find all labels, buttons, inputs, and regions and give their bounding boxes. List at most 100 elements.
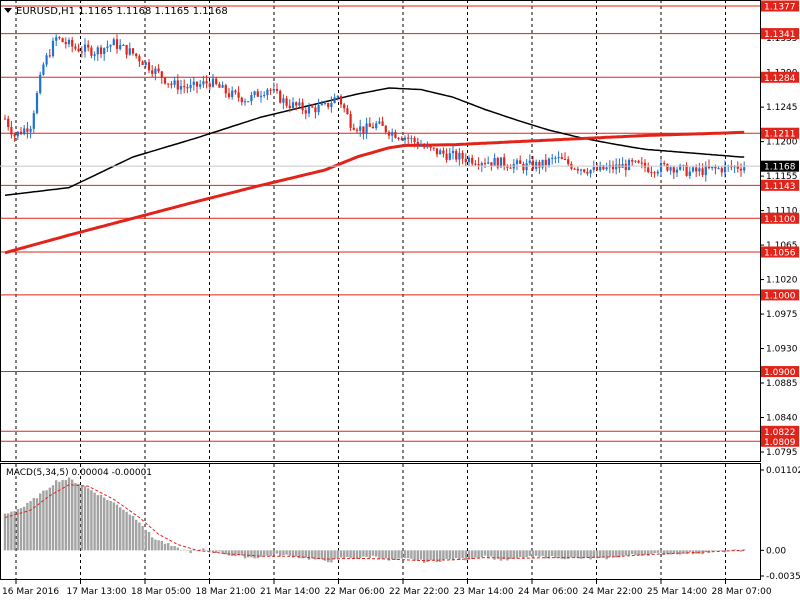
macd-bar <box>269 550 272 557</box>
candle-body <box>26 128 29 132</box>
price-tick-label: 1.0930 <box>766 345 798 355</box>
candle-body <box>480 163 483 166</box>
candle-body <box>733 166 736 168</box>
price-tick-label: 1.1155 <box>766 172 798 182</box>
candle-body <box>544 159 547 166</box>
candle-body <box>551 157 554 159</box>
macd-bar <box>83 486 87 551</box>
macd-bar <box>349 550 352 559</box>
candle-body <box>256 91 259 97</box>
candle-body <box>378 121 381 124</box>
macd-bar <box>234 550 237 557</box>
candle-body <box>106 46 109 49</box>
level-price-tags: 1.1377 1.1341 1.1284 1.1211 1.1143 1.1100 1.10… <box>761 0 799 448</box>
level-tag-bg <box>761 0 799 12</box>
candle-body <box>698 168 701 172</box>
macd-bar <box>423 550 426 563</box>
candle-body <box>458 152 461 160</box>
macd-tick-label: -0.00352 <box>766 572 800 582</box>
macd-bar <box>471 550 474 560</box>
macd-bar <box>109 501 112 551</box>
macd-bar <box>247 550 250 558</box>
macd-bar <box>672 550 675 554</box>
candle-body <box>307 106 311 114</box>
candle-body <box>634 160 637 162</box>
macd-bar <box>179 550 183 551</box>
candle-body <box>10 127 13 135</box>
candle-body <box>490 162 493 166</box>
macd-bar <box>7 513 10 551</box>
macd-bar <box>285 550 288 555</box>
candle-body <box>711 166 714 169</box>
level-tag-label: 1.1211 <box>764 130 796 140</box>
macd-bar <box>496 550 499 559</box>
macd-bar <box>371 550 375 556</box>
candle-body <box>448 153 451 160</box>
candle-body <box>64 42 67 45</box>
candle-body <box>637 160 640 163</box>
candle-body <box>141 61 144 65</box>
candle-body <box>647 167 650 173</box>
candle-body <box>384 125 387 133</box>
candle-body <box>80 51 83 53</box>
candle-body <box>231 90 234 97</box>
macd-bar <box>103 497 106 551</box>
macd-bar <box>240 550 243 556</box>
macd-bar <box>211 550 215 553</box>
macd-bar <box>291 550 295 558</box>
candle-body <box>352 127 355 130</box>
macd-bar <box>506 550 509 561</box>
candle-body <box>394 132 397 138</box>
macd-bar <box>311 550 314 559</box>
macd-bar <box>563 550 567 560</box>
candle-body <box>259 95 263 97</box>
macd-bar <box>669 550 672 555</box>
macd-bar <box>368 550 371 558</box>
candle-body <box>567 159 570 164</box>
level-tag-bg <box>761 289 799 301</box>
candle-body <box>199 84 202 87</box>
macd-bar <box>637 550 640 556</box>
macd-bar <box>503 550 506 560</box>
macd-bar <box>480 550 483 558</box>
candle-body <box>717 168 720 170</box>
candle-body <box>426 146 429 148</box>
price-tick-label: 1.1245 <box>766 103 798 113</box>
macd-bar <box>35 498 39 551</box>
candle-body <box>576 168 579 171</box>
candle-body <box>77 48 80 52</box>
candle-body <box>509 167 512 169</box>
candle-body <box>663 163 666 165</box>
candle-body <box>487 162 490 164</box>
macd-bar <box>298 550 301 559</box>
candle-body <box>522 163 525 171</box>
candle-body <box>579 169 583 171</box>
macd-bar <box>490 550 493 557</box>
macd-bar <box>416 550 419 561</box>
macd-bar <box>544 550 547 559</box>
candle-body <box>135 53 138 57</box>
candle-body <box>240 97 243 103</box>
macd-bar <box>618 550 621 558</box>
candle-body <box>560 157 563 160</box>
macd-bar <box>224 550 227 555</box>
macd-bar <box>391 550 394 560</box>
macd-bar <box>346 550 349 557</box>
macd-bar <box>45 490 48 551</box>
macd-bar <box>3 513 7 551</box>
macd-bar <box>10 511 13 551</box>
macd-bar <box>218 550 221 552</box>
macd-bar <box>551 550 554 556</box>
candle-body <box>115 39 119 49</box>
candle-body <box>506 166 509 168</box>
macd-bar <box>253 550 256 559</box>
candle-body <box>61 38 64 43</box>
candle-body <box>554 157 557 159</box>
candle-body <box>675 169 679 173</box>
candle-body <box>701 168 704 176</box>
macd-bar <box>541 550 544 556</box>
candle-body <box>624 163 627 170</box>
macd-bar <box>519 550 522 558</box>
